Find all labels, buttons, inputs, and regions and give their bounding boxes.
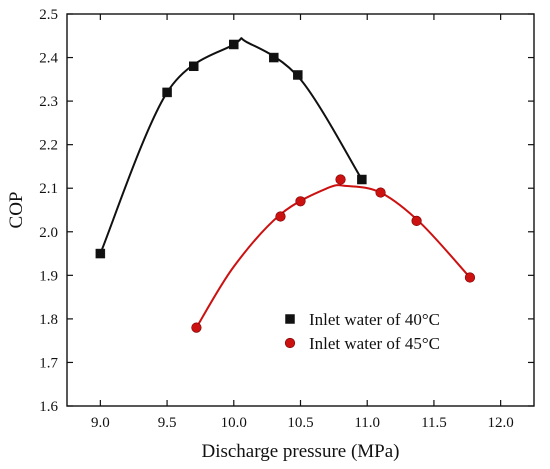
x-tick-label: 12.0	[488, 415, 514, 431]
y-tick-label: 1.9	[39, 268, 58, 284]
series-1-point	[189, 61, 199, 72]
legend-label: Inlet water of 40°C	[309, 310, 440, 329]
series-1-point	[293, 70, 303, 80]
series-2-point	[191, 322, 202, 333]
legend-marker	[284, 337, 296, 349]
legend-marker	[285, 314, 295, 324]
series-2-point	[464, 272, 476, 283]
axes: 9.0 9.5 10.0 10.5 11.0 11.5 12.0 1.6 1.7 1.8 1.9 2.…	[39, 7, 534, 431]
series-2-point	[295, 196, 306, 207]
series-2-fit-line	[195, 184, 471, 329]
series-2-point	[375, 187, 386, 198]
series-1-point	[229, 39, 239, 50]
x-tick-label: 10.0	[221, 415, 247, 431]
series-2-point	[411, 215, 422, 226]
y-axis-title: COP	[6, 192, 27, 229]
series-2-point	[335, 174, 346, 185]
series-2	[191, 174, 476, 333]
y-tick-label: 2.4	[39, 51, 58, 67]
series-1-point	[162, 87, 172, 98]
x-tick-label: 10.5	[287, 415, 313, 431]
y-tick-label: 2.5	[39, 7, 58, 23]
legend-item-2: Inlet water of 45°C	[284, 334, 440, 353]
y-tick-label: 1.7	[39, 355, 58, 371]
series-1-point	[95, 248, 106, 259]
y-tick-label: 2.2	[39, 138, 58, 154]
x-axis-title: Discharge pressure (MPa)	[201, 441, 399, 462]
x-tick-label: 9.0	[91, 415, 110, 431]
series	[95, 37, 476, 333]
y-tick-label: 2.0	[39, 225, 58, 241]
series-2-point	[275, 211, 286, 222]
x-tick-label: 11.0	[354, 415, 380, 431]
y-tick-label: 2.1	[39, 181, 58, 197]
legend-label: Inlet water of 45°C	[309, 334, 440, 353]
legend-item-1: Inlet water of 40°C	[285, 310, 440, 329]
y-tick-label: 1.6	[39, 399, 58, 415]
x-tick-label: 11.5	[421, 415, 447, 431]
series-1	[95, 37, 367, 259]
legend: Inlet water of 40°C Inlet water of 45°C	[284, 310, 440, 353]
y-tick-label: 2.3	[39, 94, 58, 110]
x-tick-label: 9.5	[158, 415, 177, 431]
y-tick-label: 1.8	[39, 312, 58, 328]
series-1-point	[269, 52, 279, 63]
series-1-point	[357, 174, 367, 185]
series-1-fit-line	[99, 37, 363, 254]
